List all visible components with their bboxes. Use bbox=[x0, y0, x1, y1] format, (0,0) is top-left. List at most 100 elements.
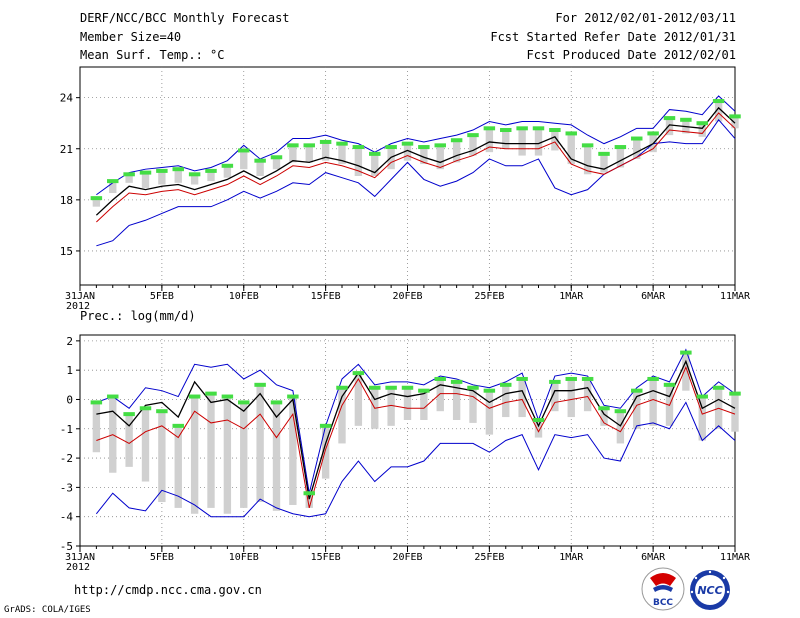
iqr-box bbox=[125, 414, 133, 467]
iqr-box bbox=[305, 145, 313, 163]
x-tick-label: 10FEB bbox=[229, 552, 259, 563]
iqr-box bbox=[665, 118, 674, 136]
iqr-box bbox=[469, 387, 477, 423]
iqr-box bbox=[403, 143, 412, 161]
member-marker bbox=[631, 388, 643, 393]
max-line bbox=[96, 348, 736, 494]
y-tick-label: 15 bbox=[60, 245, 73, 258]
member-marker bbox=[663, 116, 676, 121]
iqr-box bbox=[714, 101, 723, 122]
member-marker bbox=[172, 167, 184, 172]
member-marker bbox=[565, 131, 577, 136]
iqr-box bbox=[436, 145, 444, 170]
member-marker bbox=[549, 379, 561, 384]
iqr-box bbox=[485, 128, 494, 153]
iqr-box bbox=[534, 128, 543, 156]
iqr-box bbox=[583, 378, 592, 412]
y-tick-label: 0 bbox=[66, 393, 73, 406]
y-tick-label: 2 bbox=[66, 335, 73, 348]
y-tick-label: -3 bbox=[60, 481, 73, 494]
iqr-box bbox=[567, 133, 575, 165]
max-line bbox=[96, 95, 736, 196]
x-year-label: 2012 bbox=[66, 562, 90, 573]
member-marker bbox=[516, 126, 528, 131]
iqr-box bbox=[190, 396, 199, 514]
iqr-box bbox=[616, 147, 625, 168]
iqr-box bbox=[141, 172, 150, 188]
temp-panel-title: Mean Surf. Temp.: °C bbox=[80, 48, 225, 62]
y-tick-label: 18 bbox=[60, 194, 73, 207]
member-marker bbox=[712, 99, 725, 104]
iqr-box bbox=[158, 411, 166, 503]
iqr-box bbox=[567, 378, 575, 418]
y-tick-label: 24 bbox=[60, 92, 74, 105]
iqr-box bbox=[502, 130, 510, 149]
y-tick-label: 1 bbox=[66, 364, 73, 377]
member-marker bbox=[188, 172, 201, 177]
iqr-box bbox=[600, 408, 608, 426]
y-tick-label: -5 bbox=[60, 540, 73, 553]
iqr-box bbox=[256, 160, 264, 176]
x-tick-label: 15FEB bbox=[311, 552, 341, 563]
member-marker bbox=[401, 141, 414, 146]
member-marker bbox=[581, 376, 594, 381]
iqr-box bbox=[272, 157, 281, 170]
x-tick-label: 5FEB bbox=[150, 291, 174, 302]
iqr-box bbox=[190, 174, 199, 185]
iqr-box bbox=[403, 387, 412, 420]
x-tick-label: 11MAR bbox=[720, 552, 751, 563]
member-marker bbox=[254, 158, 266, 163]
x-tick-label: 31JAN bbox=[65, 552, 95, 563]
member-marker bbox=[107, 394, 119, 399]
member-marker bbox=[418, 145, 430, 150]
fcst-produced-date: Fcst Produced Date 2012/02/01 bbox=[526, 48, 736, 62]
iqr-box bbox=[485, 390, 494, 435]
iqr-box bbox=[649, 378, 657, 426]
iqr-box bbox=[600, 153, 608, 173]
iqr-box bbox=[436, 378, 444, 412]
member-marker bbox=[90, 196, 103, 201]
iqr-box bbox=[518, 128, 526, 156]
iqr-box bbox=[109, 181, 117, 194]
x-tick-label: 6MAR bbox=[641, 291, 666, 302]
member-marker bbox=[729, 114, 741, 119]
member-marker bbox=[581, 143, 594, 148]
member-marker bbox=[598, 406, 610, 411]
iqr-box bbox=[256, 384, 264, 503]
member-marker bbox=[123, 172, 135, 177]
x-tick-label: 6MAR bbox=[641, 552, 666, 563]
member-marker bbox=[696, 121, 708, 126]
iqr-box bbox=[289, 396, 297, 505]
precipitation-panel: -5 -4 -3 -2 -1 0 1 2 31JAN 5FEB 10FEB 15FEB 20FEB 25F… bbox=[60, 334, 751, 573]
website-url[interactable]: http://cmdp.ncc.cma.gov.cn bbox=[74, 583, 262, 597]
member-marker bbox=[598, 151, 610, 156]
member-marker bbox=[238, 400, 250, 405]
member-marker bbox=[450, 138, 463, 143]
iqr-box bbox=[223, 396, 232, 514]
member-marker bbox=[500, 128, 512, 133]
grads-credit: GrADS: COLA/IGES bbox=[4, 605, 91, 615]
member-marker bbox=[647, 131, 659, 136]
member-marker bbox=[369, 151, 381, 156]
iqr-box bbox=[141, 408, 150, 482]
iqr-box bbox=[354, 147, 363, 176]
member-marker bbox=[631, 136, 643, 141]
iqr-box bbox=[158, 170, 166, 185]
median-line bbox=[96, 112, 736, 223]
member-marker bbox=[385, 385, 397, 390]
x-tick-label: 31JAN bbox=[65, 291, 95, 302]
iqr-box bbox=[272, 402, 281, 511]
member-marker bbox=[156, 409, 168, 414]
member-marker bbox=[303, 491, 315, 496]
bcc-logo-text: BCC bbox=[653, 598, 673, 608]
iqr-box bbox=[633, 390, 641, 429]
iqr-box bbox=[125, 174, 133, 183]
mean-line bbox=[95, 106, 736, 216]
y-tick-label: -2 bbox=[60, 452, 73, 465]
iqr-box bbox=[682, 352, 690, 391]
member-marker bbox=[156, 168, 168, 173]
member-marker bbox=[483, 388, 496, 393]
member-marker bbox=[467, 133, 479, 138]
iqr-box bbox=[338, 143, 346, 165]
iqr-box bbox=[518, 378, 526, 418]
